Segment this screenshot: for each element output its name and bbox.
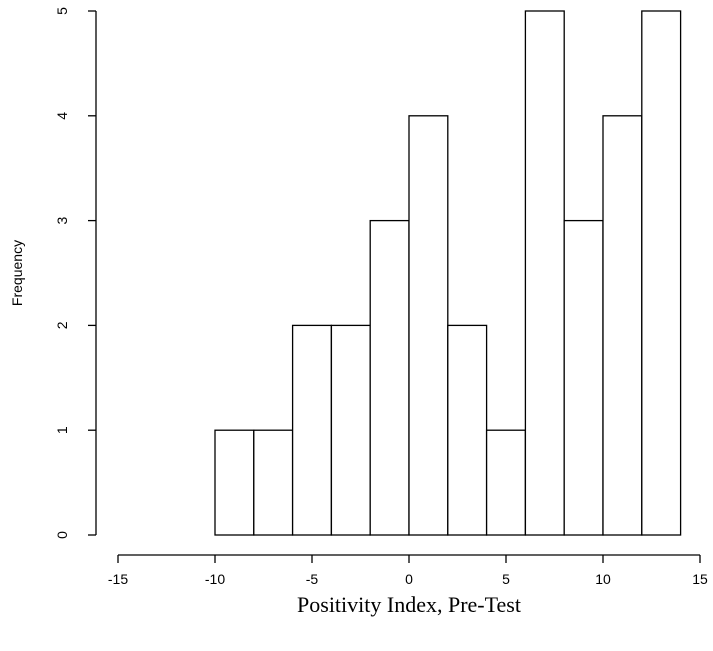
x-tick-label: 15 xyxy=(692,571,708,587)
x-tick-label: 10 xyxy=(595,571,611,587)
x-tick-label: -5 xyxy=(306,571,319,587)
x-tick-label: -15 xyxy=(108,571,128,587)
histogram-bar xyxy=(291,324,333,536)
y-axis: 0 1 2 3 4 5 xyxy=(54,7,97,539)
histogram-bar xyxy=(447,324,488,536)
bars-layer xyxy=(214,10,682,536)
x-tick-label: 5 xyxy=(502,571,510,587)
y-tick-label: 3 xyxy=(54,216,70,224)
x-tick-label: 0 xyxy=(405,571,413,587)
histogram-bar xyxy=(214,429,255,536)
x-tick-label: -10 xyxy=(205,571,225,587)
x-axis-title: Positivity Index, Pre-Test xyxy=(297,592,521,617)
y-tick-label: 4 xyxy=(54,112,70,120)
histogram-bar xyxy=(524,10,565,536)
y-tick-label: 0 xyxy=(54,531,70,539)
histogram-bar xyxy=(253,429,294,536)
y-axis-title: Frequency xyxy=(9,240,25,306)
histogram-bar xyxy=(408,115,449,536)
y-tick-label: 5 xyxy=(54,7,70,15)
histogram-bar xyxy=(485,429,527,536)
y-tick-label: 2 xyxy=(54,321,70,329)
histogram-bar xyxy=(563,219,604,536)
histogram-bar xyxy=(369,219,410,536)
histogram-bar xyxy=(330,324,371,536)
histogram-bar xyxy=(641,10,682,536)
histogram-bar xyxy=(602,115,643,536)
y-tick-label: 1 xyxy=(54,426,70,434)
x-axis: -15 -10 -5 0 5 10 15 xyxy=(108,554,708,587)
